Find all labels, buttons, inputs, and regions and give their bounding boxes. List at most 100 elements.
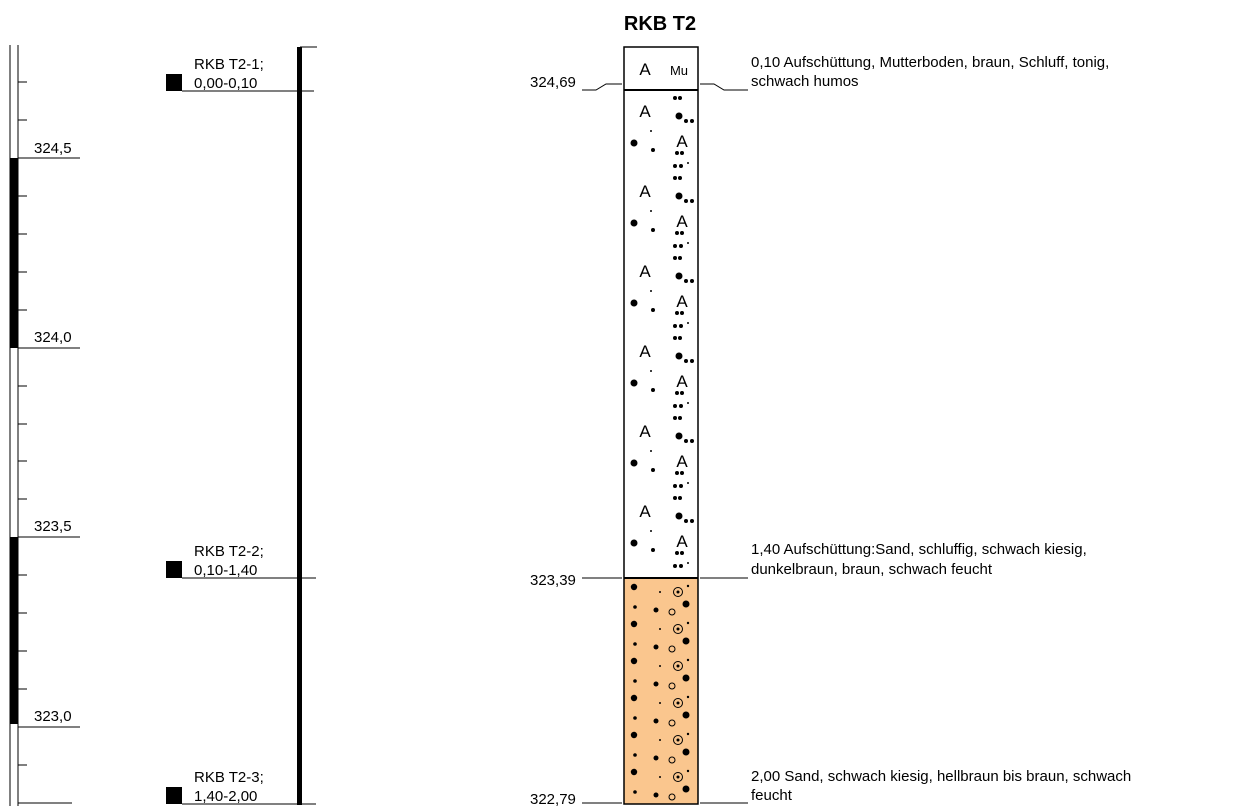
column-outline bbox=[623, 46, 699, 805]
silt-dot bbox=[673, 256, 677, 260]
silt-dot bbox=[679, 164, 683, 168]
gravel-dot bbox=[675, 512, 683, 520]
silt-dot bbox=[690, 519, 694, 523]
silt-dot bbox=[678, 416, 682, 420]
sand-pattern bbox=[630, 583, 690, 801]
sample-marker: RKB T2-1; 0,00-0,10 bbox=[166, 56, 314, 92]
sand-dot bbox=[686, 695, 690, 699]
silt-dot bbox=[679, 244, 683, 248]
silt-dot bbox=[684, 279, 688, 283]
sand-dot bbox=[687, 162, 689, 164]
elevation-label: 323,39 bbox=[530, 572, 576, 589]
gravel-dot bbox=[653, 792, 659, 798]
silt-dot bbox=[679, 404, 683, 408]
silt-dot bbox=[675, 471, 679, 475]
silt-dot bbox=[684, 359, 688, 363]
sample-name: RKB T2-3; bbox=[194, 769, 264, 786]
pebble-core bbox=[676, 664, 680, 668]
sand-dot bbox=[633, 642, 637, 646]
silt-dot bbox=[675, 151, 679, 155]
gravel-dot bbox=[675, 272, 683, 280]
gravel-dot bbox=[653, 681, 659, 687]
sample-marker: RKB T2-2; 0,10-1,40 bbox=[166, 543, 316, 579]
sand-dot bbox=[659, 776, 661, 778]
sand-dot bbox=[686, 732, 690, 736]
scale-bar-segment bbox=[10, 158, 18, 348]
scale-label: 324,0 bbox=[34, 329, 72, 346]
gravel-dot bbox=[675, 192, 683, 200]
pebble-core bbox=[676, 590, 680, 594]
pebble-ring bbox=[673, 735, 683, 745]
pebble-core bbox=[676, 775, 680, 779]
layer-text: Aufschüttung, Mutterboden, braun, Schluf… bbox=[784, 54, 1110, 71]
sample-range: 1,40-2,00 bbox=[194, 788, 257, 805]
sand-dot bbox=[659, 702, 661, 704]
gravel-dot bbox=[653, 755, 659, 761]
silt-dot bbox=[675, 391, 679, 395]
sand-dot bbox=[687, 322, 689, 324]
gravel-dot bbox=[653, 718, 659, 724]
gravel-dot bbox=[630, 299, 638, 307]
silt-dot bbox=[684, 199, 688, 203]
sand-dot bbox=[659, 591, 661, 593]
gravel-dot bbox=[630, 379, 638, 387]
silt-dot bbox=[673, 176, 677, 180]
symbol-a: A bbox=[676, 292, 688, 311]
silt-dot bbox=[678, 96, 682, 100]
silt-dot bbox=[680, 151, 684, 155]
sand-dot bbox=[687, 482, 689, 484]
elevation-labels: 324,69 323,39 322,79 bbox=[530, 74, 622, 807]
sand-dot bbox=[650, 130, 652, 132]
pebble-ring bbox=[673, 772, 683, 782]
symbol-a: A bbox=[676, 372, 688, 391]
gravel-dot bbox=[630, 219, 638, 227]
elevation-label: 322,79 bbox=[530, 791, 576, 807]
scale-ticks bbox=[18, 81, 27, 766]
gravel-dot bbox=[675, 432, 683, 440]
layer-text-continued: schwach humos bbox=[751, 73, 859, 90]
gravel-dot bbox=[682, 674, 690, 682]
symbol-mu: Mu bbox=[670, 63, 688, 78]
silt-dot bbox=[684, 519, 688, 523]
silt-dot bbox=[690, 359, 694, 363]
sample-square-icon bbox=[166, 74, 182, 91]
symbol-a: A bbox=[639, 342, 651, 361]
silt-dot bbox=[673, 336, 677, 340]
sand-dot bbox=[687, 242, 689, 244]
silt-dot bbox=[673, 564, 677, 568]
sand-dot bbox=[650, 290, 652, 292]
silt-dot bbox=[680, 551, 684, 555]
layer-text: Aufschüttung:Sand, schluffig, schwach ki… bbox=[784, 541, 1087, 558]
silt-dot bbox=[675, 231, 679, 235]
lithology-column: A Mu A A A A A A A A A A A A bbox=[623, 46, 699, 805]
silt-dot bbox=[675, 551, 679, 555]
silt-dot bbox=[680, 471, 684, 475]
sample-column: RKB T2-1; 0,00-0,10 RKB T2-2; 0,10-1,40 … bbox=[166, 46, 317, 805]
gravel-dot bbox=[653, 607, 659, 613]
sample-range: 0,10-1,40 bbox=[194, 562, 257, 579]
sand-dot bbox=[633, 716, 637, 720]
layer-text-continued: feucht bbox=[751, 787, 793, 804]
gravel-dot bbox=[653, 644, 659, 650]
scale-label: 323,0 bbox=[34, 708, 72, 725]
layer-descriptions: 0,10 Aufschüttung, Mutterboden, braun, S… bbox=[700, 54, 1131, 804]
silt-dot bbox=[680, 391, 684, 395]
sand-dot bbox=[650, 530, 652, 532]
symbol-a: A bbox=[639, 262, 651, 281]
silt-dot bbox=[690, 199, 694, 203]
sample-name: RKB T2-2; bbox=[194, 543, 264, 560]
gravel-dot bbox=[630, 768, 638, 776]
gravel-dot bbox=[630, 459, 638, 467]
silt-dot bbox=[678, 256, 682, 260]
sand-dot bbox=[650, 210, 652, 212]
sand-dot bbox=[659, 739, 661, 741]
silt-dot bbox=[690, 279, 694, 283]
silt-dot bbox=[678, 336, 682, 340]
gravel-dot bbox=[682, 600, 690, 608]
gravel-dot bbox=[675, 112, 683, 120]
silt-dot bbox=[684, 119, 688, 123]
pebble-core bbox=[676, 701, 680, 705]
silt-dot bbox=[673, 484, 677, 488]
layer-description: 2,00 Sand, schwach kiesig, hellbraun bis… bbox=[751, 768, 1131, 785]
